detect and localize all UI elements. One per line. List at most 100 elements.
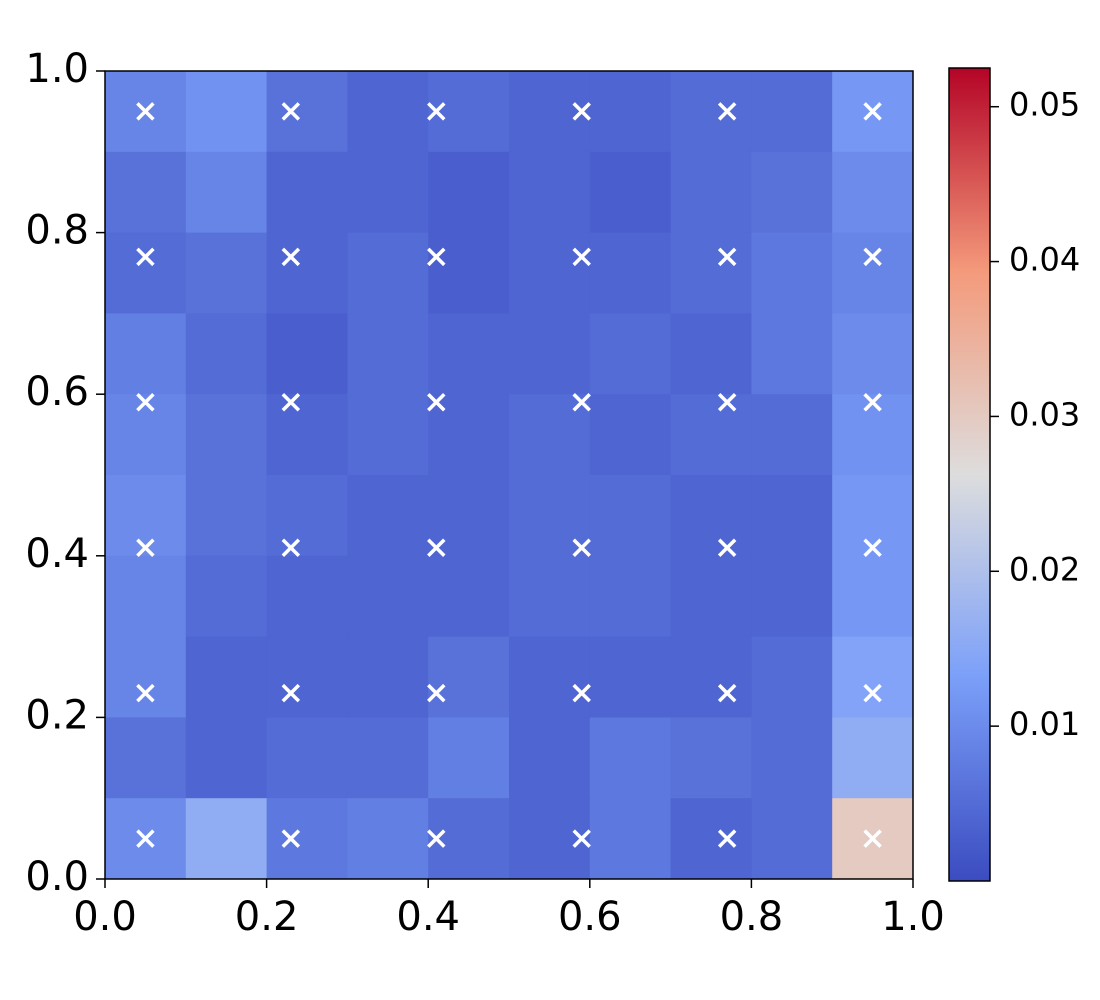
heatmap-cell (185, 71, 268, 153)
heatmap-cell (428, 636, 510, 718)
heatmap-cell (347, 798, 429, 880)
x-tick-label: 0.2 (235, 894, 299, 940)
heatmap-cell (266, 151, 348, 234)
point-marker (863, 393, 882, 412)
colorbar-tick-label: 0.04 (1009, 241, 1080, 279)
heatmap-cell (589, 636, 672, 718)
heatmap-cell (266, 232, 348, 314)
point-marker (281, 102, 301, 121)
point-marker (427, 538, 446, 557)
point-marker (427, 393, 446, 412)
x-tick-label: 0.0 (73, 894, 137, 940)
heatmap-cell (347, 636, 429, 718)
point-marker (281, 829, 301, 848)
y-tick-label: 0.2 (25, 692, 89, 738)
heatmap-cell (266, 313, 348, 395)
y-tick-label: 0.0 (25, 854, 89, 900)
heatmap-cell (751, 636, 833, 718)
heatmap-cell (751, 151, 833, 234)
heatmap-cell (266, 717, 348, 799)
heatmap-cell (670, 798, 752, 880)
heatmap-cell (266, 636, 348, 718)
heatmap-cell (185, 798, 268, 880)
heatmap-cell (347, 313, 429, 395)
heatmap-cell (670, 151, 752, 234)
heatmap-cell (347, 151, 429, 234)
heatmap-cell (670, 717, 752, 799)
heatmap-cell (832, 232, 914, 314)
heatmap-cell (509, 798, 591, 880)
point-marker (281, 247, 301, 267)
heatmap-cell (105, 717, 187, 799)
colorbar-tick-label: 0.03 (1009, 395, 1080, 433)
heatmap-cell (589, 475, 672, 557)
point-marker (281, 393, 301, 412)
x-tick-label: 1.0 (881, 894, 945, 940)
point-marker (281, 538, 301, 557)
heatmap-cell (185, 475, 268, 557)
point-marker (863, 247, 882, 267)
heatmap-cell (105, 232, 187, 314)
point-marker (136, 683, 155, 703)
heatmap-cell (589, 555, 672, 638)
heatmap-cell (347, 475, 429, 557)
heatmap-cell (670, 313, 752, 395)
heatmap-cell (589, 71, 672, 153)
point-marker (863, 538, 882, 557)
heatmap-cell (428, 798, 510, 880)
heatmap-cell (670, 555, 752, 638)
points (136, 102, 882, 848)
x-tick-label: 0.4 (396, 894, 460, 940)
heatmap-cell (347, 394, 429, 476)
point-marker (427, 683, 446, 703)
heatmap-cell (751, 798, 833, 880)
heatmap-cell (105, 475, 187, 557)
heatmap-cell (832, 313, 914, 395)
heatmap-cell (589, 232, 672, 314)
heatmap-cell (509, 636, 591, 718)
heatmap-cell (751, 71, 833, 153)
point-marker (136, 393, 155, 412)
heatmap-cell (105, 313, 187, 395)
point-marker (572, 102, 591, 121)
heatmap-cell (589, 717, 672, 799)
heatmap-cell (428, 313, 510, 395)
colorbar (948, 67, 991, 882)
point-marker (717, 683, 737, 703)
heatmap-cell (509, 555, 591, 638)
heatmap-cell (589, 798, 672, 880)
colorbar-tick-label: 0.05 (1009, 86, 1080, 124)
heatmap-cell (185, 555, 268, 638)
heatmap-cell (185, 717, 268, 799)
heatmap-cell (509, 232, 591, 314)
heatmap-cell (751, 475, 833, 557)
colorbar-tick-label: 0.01 (1009, 705, 1080, 743)
heatmap-cell (670, 394, 752, 476)
point-marker (136, 247, 155, 267)
heatmap-cell (832, 636, 914, 718)
heatmap-cell (185, 232, 268, 314)
point-marker (427, 829, 446, 848)
heatmap-cell (428, 555, 510, 638)
heatmap-cell (832, 717, 914, 799)
heatmap-cell (105, 151, 187, 234)
y-tick-label: 0.4 (25, 531, 89, 577)
heatmap-cell (509, 71, 591, 153)
heatmap-cell (347, 717, 429, 799)
heatmap-cell (105, 394, 187, 476)
heatmap-cell (751, 394, 833, 476)
point-marker (136, 538, 155, 557)
point-marker (572, 683, 591, 703)
heatmap-cell (266, 394, 348, 476)
plot-frame (104, 70, 914, 880)
heatmap-cell (428, 71, 510, 153)
heatmap-cell (832, 475, 914, 557)
heatmap-cell (751, 232, 833, 314)
heatmap-cell (185, 636, 268, 718)
point-marker (572, 829, 591, 848)
point-marker (717, 538, 737, 557)
point-marker (572, 393, 591, 412)
heatmap-cell (670, 232, 752, 314)
heatmap-cell (670, 71, 752, 153)
